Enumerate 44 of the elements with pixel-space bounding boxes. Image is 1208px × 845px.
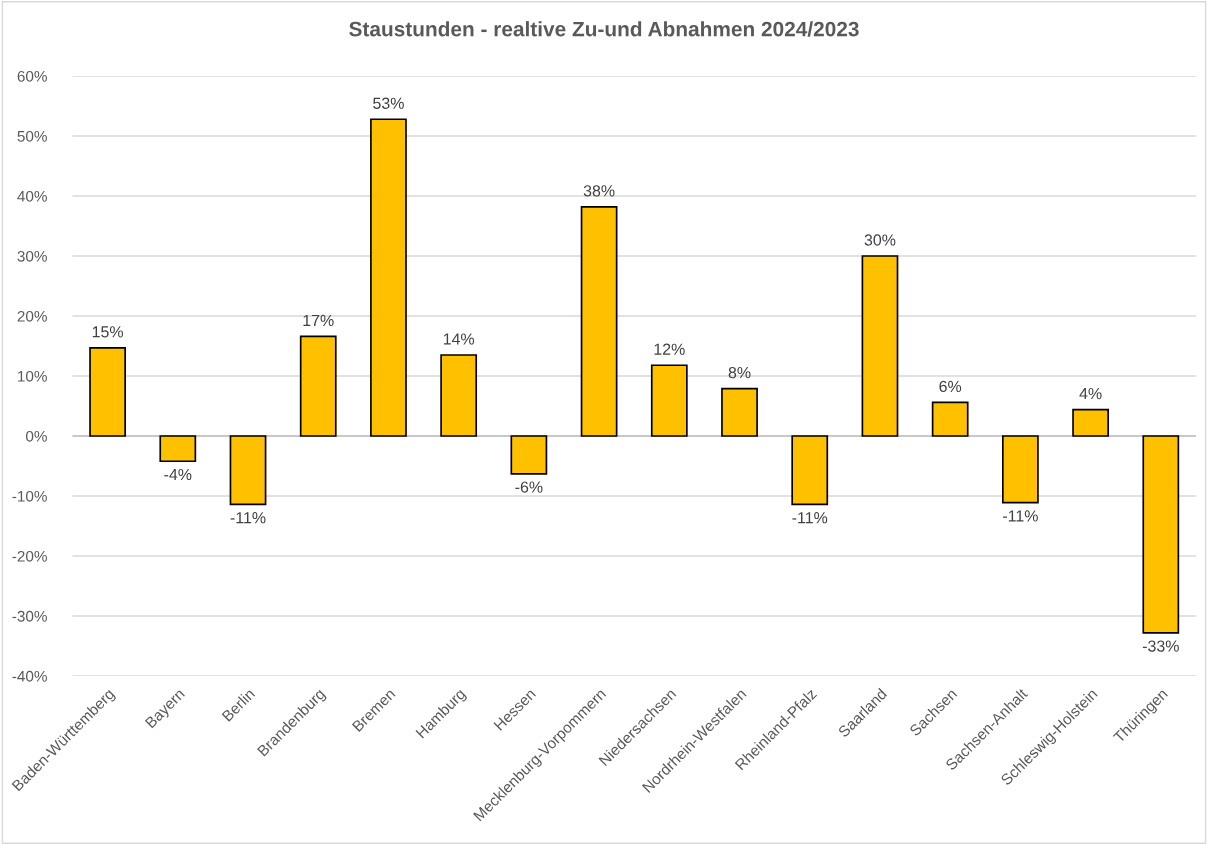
data-label: 53% <box>373 97 404 109</box>
y-tick-label: 20% <box>17 310 47 322</box>
bar <box>159 435 197 463</box>
bar <box>1001 435 1039 504</box>
data-label: -11% <box>792 512 828 524</box>
data-label: 8% <box>728 366 751 379</box>
y-tick-label: 10% <box>18 370 47 382</box>
data-label: 30% <box>864 234 896 246</box>
bar <box>510 435 548 475</box>
data-label: 4% <box>1079 388 1102 400</box>
y-tick-label: 30% <box>17 250 47 262</box>
bar <box>931 401 969 437</box>
bar <box>650 364 688 437</box>
data-label: -33% <box>1142 640 1179 652</box>
y-tick-label: -10% <box>12 490 47 502</box>
data-label: 17% <box>303 314 334 327</box>
data-label: -11% <box>230 512 266 524</box>
data-label: 6% <box>939 380 962 393</box>
bar <box>721 387 758 437</box>
data-label: 12% <box>654 343 685 355</box>
y-tick-label: -40% <box>12 670 47 682</box>
bar <box>89 346 126 437</box>
bar <box>440 354 478 437</box>
bar <box>370 118 407 437</box>
data-label: -6% <box>515 481 543 493</box>
data-label: -11% <box>1003 510 1038 522</box>
bar <box>1072 408 1109 437</box>
chart-title: Staustunden - realtive Zu-und Abnahmen 2024/2023 <box>349 21 859 37</box>
y-tick-label: -20% <box>12 550 47 562</box>
bar <box>861 255 899 437</box>
bar <box>580 206 618 437</box>
bar <box>1142 435 1180 634</box>
y-tick-label: -30% <box>12 610 47 622</box>
y-tick-label: 0% <box>26 430 47 442</box>
y-tick-label: 40% <box>17 190 47 202</box>
bar <box>791 435 829 506</box>
data-label: 15% <box>92 326 123 338</box>
y-tick-label: 50% <box>17 130 47 142</box>
bar <box>299 335 337 437</box>
bar <box>229 435 267 506</box>
y-tick-label: 60% <box>17 70 47 82</box>
data-label: 38% <box>583 185 615 197</box>
data-label: 14% <box>443 333 475 345</box>
data-label: -4% <box>164 468 192 481</box>
